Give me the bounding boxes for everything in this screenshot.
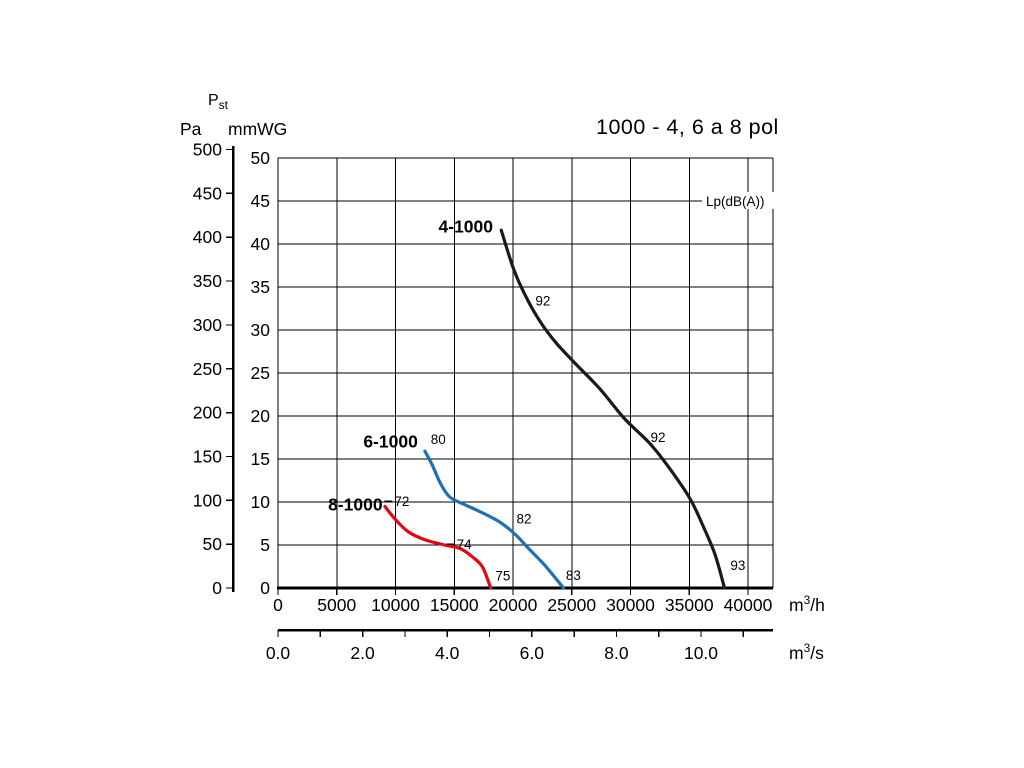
db-label: 93: [730, 558, 745, 573]
pa-tick-label: 0: [212, 578, 222, 598]
x-tick-label: 25000: [547, 595, 596, 615]
x-tick-label: 0: [273, 595, 283, 615]
m3s-tick-label: 2.0: [350, 643, 375, 663]
pa-tick-label: 100: [193, 490, 222, 510]
pa-tick-label: 500: [193, 140, 222, 160]
pa-tick-label: 150: [193, 446, 222, 466]
curve-label-6-1000: 6-1000: [363, 432, 418, 452]
db-label: 80: [431, 432, 446, 447]
curve-4-1000: [499, 228, 727, 590]
mmwg-axis-unit-label: mmWG: [228, 119, 288, 139]
x-tick-label: 5000: [317, 595, 356, 615]
x-tick-label: 15000: [430, 595, 479, 615]
db-label: 72: [394, 494, 409, 509]
pst-subscript: st: [218, 98, 229, 113]
pa-tick-label: 300: [193, 315, 222, 335]
pa-tick-label: 350: [193, 271, 222, 291]
pst-base: P: [208, 92, 219, 109]
mmwg-tick-label: 40: [251, 234, 271, 254]
x-unit-m3h: m3/h: [789, 593, 825, 615]
m3s-tick-label: 0.0: [266, 643, 291, 663]
db-label: 92: [650, 430, 665, 445]
pa-tick-label: 200: [193, 403, 222, 423]
mmwg-tick-label: 25: [251, 363, 270, 383]
curve-label-4-1000: 4-1000: [439, 217, 494, 237]
m3s-tick-label: 10.0: [684, 643, 718, 663]
pa-tick-label: 250: [193, 359, 222, 379]
mmwg-tick-label: 10: [251, 492, 271, 512]
pa-axis-unit-label: Pa: [180, 119, 202, 139]
curve-label-8-1000: 8-1000: [328, 495, 383, 515]
x-tick-label: 10000: [371, 595, 420, 615]
db-label: 92: [535, 293, 550, 308]
mmwg-tick-label: 35: [251, 277, 270, 297]
pa-tick-label: 50: [203, 534, 223, 554]
x-tick-label: 40000: [724, 595, 773, 615]
noise-label-bg: [702, 191, 782, 209]
db-label: 83: [566, 568, 581, 583]
mmwg-tick-label: 30: [251, 320, 271, 340]
m3s-tick-label: 6.0: [520, 643, 545, 663]
m3s-tick-label: 4.0: [435, 643, 460, 663]
pa-tick-label: 450: [193, 183, 222, 203]
mmwg-tick-label: 15: [251, 449, 270, 469]
x-tick-label: 35000: [665, 595, 714, 615]
curve-6-1000: [423, 449, 566, 590]
db-label: 82: [517, 512, 532, 527]
mmwg-tick-label: 50: [251, 148, 271, 168]
mmwg-tick-label: 45: [251, 191, 270, 211]
chart-title: 1000 - 4, 6 a 8 pol: [596, 115, 779, 139]
curve-8-1000: [383, 504, 493, 590]
x-tick-label: 20000: [489, 595, 538, 615]
x-unit-m3s: m3/s: [789, 641, 824, 663]
mmwg-tick-label: 20: [251, 406, 271, 426]
noise-level-unit-label: Lp(dB(A)): [706, 194, 765, 209]
m3s-tick-label: 8.0: [604, 643, 629, 663]
x-tick-label: 30000: [606, 595, 655, 615]
pst-label: Pst: [208, 92, 228, 112]
db-label: 74: [457, 537, 473, 552]
mmwg-tick-label: 0: [260, 578, 270, 598]
db-label: 75: [495, 569, 510, 584]
mmwg-tick-label: 5: [260, 535, 270, 555]
pa-tick-label: 400: [193, 227, 222, 247]
